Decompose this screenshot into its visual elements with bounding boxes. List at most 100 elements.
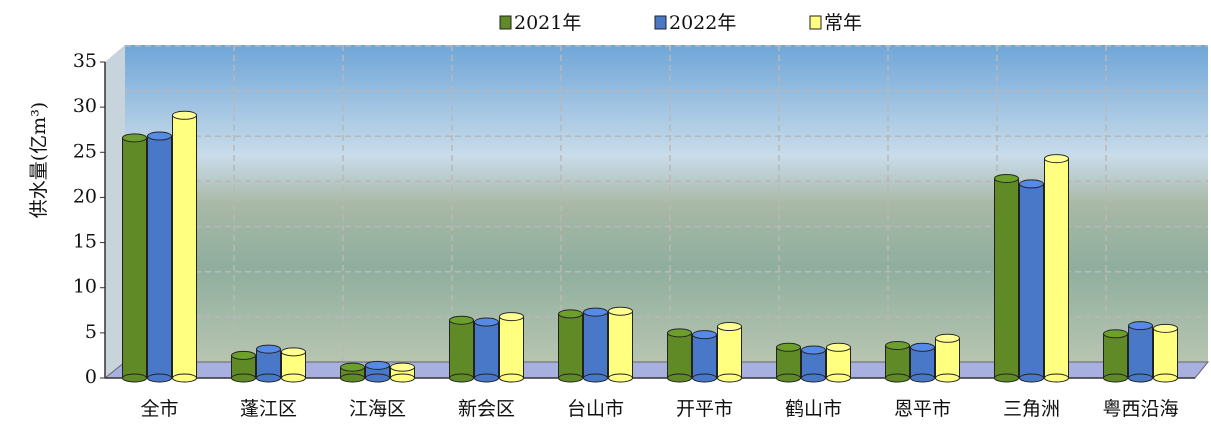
y-axis-label: 供水量(亿m³) [28,102,50,218]
bar-top [1153,323,1178,333]
bar-top [1128,321,1153,331]
y-tick-label: 5 [85,321,97,343]
legend-label: 2021年 [514,12,581,34]
bar-top [692,330,717,340]
bar-top [801,345,826,355]
bar-bottom [1153,373,1178,383]
legend-label: 2022年 [669,12,736,34]
bar-bottom [1128,373,1153,383]
bar-bottom [667,373,692,383]
bar-bottom [692,373,717,383]
bar-bottom [1019,373,1044,383]
bar-bottom [256,373,281,383]
bar-bottom [365,373,390,383]
bar [499,316,524,379]
bar-bottom [474,373,499,383]
bar [776,346,801,379]
bar-bottom [776,373,801,383]
bar-bottom [281,373,306,383]
legend-swatch [809,15,822,30]
bar-top [885,340,910,350]
x-tick-label: 新会区 [458,398,515,420]
bar [1103,333,1128,379]
bar [910,346,935,379]
bar-bottom [1044,373,1069,383]
x-tick-label: 鹤山市 [785,398,842,420]
bar [994,177,1019,379]
bar-top [231,350,256,360]
x-tick-label: 三角洲 [1003,398,1060,420]
bar-bottom [449,373,474,383]
bar-top [365,360,390,370]
bar [583,311,608,379]
bar-top [147,131,172,141]
bar-bottom [172,373,197,383]
bar-bottom [801,373,826,383]
y-tick-label: 25 [73,140,97,162]
bar-top [667,328,692,338]
bar [172,114,197,379]
bar [608,310,633,379]
bar [558,313,583,379]
x-tick-label: 开平市 [676,398,733,420]
bar-top [935,333,960,343]
bar-top [449,315,474,325]
bar [449,319,474,379]
bar [667,332,692,379]
bar-top [776,342,801,352]
x-tick-label: 江海区 [349,398,406,420]
bar-top [558,309,583,319]
bar [147,135,172,379]
bar-top [1044,154,1069,164]
plot-wall [105,45,125,378]
bar-top [340,362,365,372]
y-tick-label: 35 [73,50,97,72]
legend-swatch [654,15,667,30]
bar-top [1103,329,1128,339]
bar-bottom [558,373,583,383]
bar-bottom [935,373,960,383]
bar [1044,158,1069,379]
bar-bottom [885,373,910,383]
bar-bottom [717,373,742,383]
bar-top [499,312,524,322]
bar-top [717,322,742,332]
bar-bottom [340,373,365,383]
bar [474,321,499,379]
legend-swatch [499,15,512,30]
bar [1128,325,1153,379]
bar-top [390,362,415,372]
y-tick-label: 0 [85,366,97,388]
y-tick-label: 15 [73,231,97,253]
y-tick-label: 30 [73,95,97,117]
bar-top [256,344,281,354]
bar [1153,327,1178,379]
x-tick-label: 粤西沿海 [1102,398,1178,420]
bar [801,349,826,379]
bar-top [994,173,1019,183]
bar-bottom [122,373,147,383]
bar-top [474,317,499,327]
bar-bottom [608,373,633,383]
y-tick-label: 10 [73,276,97,298]
bar-top [583,307,608,317]
bar-bottom [231,373,256,383]
bar-bottom [1103,373,1128,383]
legend-label: 常年 [824,12,862,34]
bar-bottom [390,373,415,383]
bar [692,334,717,379]
x-tick-label: 蓬江区 [240,398,297,420]
bar [1019,183,1044,379]
bar [122,137,147,379]
y-tick-label: 20 [73,185,97,207]
bar-top [910,342,935,352]
bar-bottom [994,373,1019,383]
bar-bottom [499,373,524,383]
x-tick-label: 恩平市 [894,398,951,420]
bar [935,337,960,379]
bar-top [1019,179,1044,189]
bar-top [826,342,851,352]
bar-bottom [910,373,935,383]
bar [717,326,742,379]
